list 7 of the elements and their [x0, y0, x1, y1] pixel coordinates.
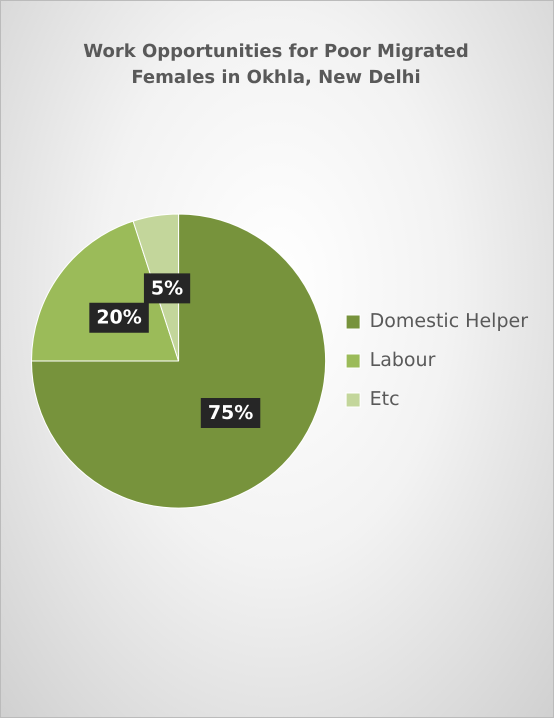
legend-label: Domestic Helper — [370, 310, 528, 332]
legend-label: Labour — [370, 348, 436, 371]
legend-label: Etc — [370, 388, 400, 410]
data-label: 5% — [150, 277, 184, 300]
data-label: 75% — [208, 402, 254, 424]
chart-title: Work Opportunities for Poor Migrated Females in Okhla, New Delhi — [82, 40, 470, 90]
data-label: 20% — [96, 306, 142, 329]
